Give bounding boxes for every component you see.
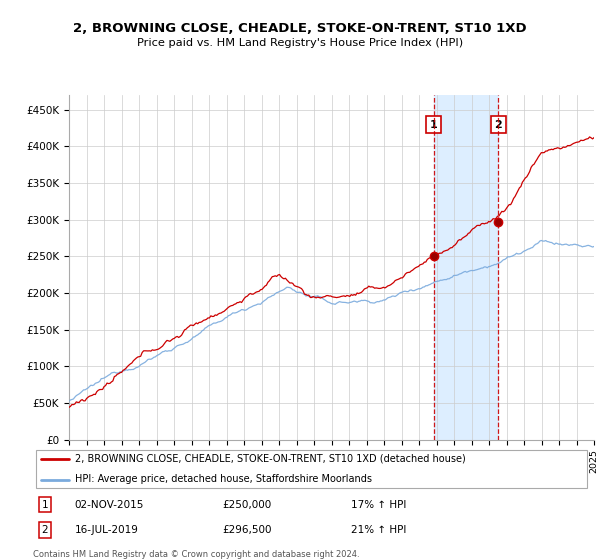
Text: 2, BROWNING CLOSE, CHEADLE, STOKE-ON-TRENT, ST10 1XD (detached house): 2, BROWNING CLOSE, CHEADLE, STOKE-ON-TRE… [75, 454, 466, 464]
Text: 16-JUL-2019: 16-JUL-2019 [75, 525, 139, 535]
Text: HPI: Average price, detached house, Staffordshire Moorlands: HPI: Average price, detached house, Staf… [75, 474, 372, 484]
Text: 02-NOV-2015: 02-NOV-2015 [75, 500, 144, 510]
Text: 17% ↑ HPI: 17% ↑ HPI [351, 500, 406, 510]
Text: £250,000: £250,000 [223, 500, 272, 510]
Text: Contains HM Land Registry data © Crown copyright and database right 2024.
This d: Contains HM Land Registry data © Crown c… [33, 550, 359, 560]
FancyBboxPatch shape [36, 450, 587, 488]
Text: 1: 1 [41, 500, 48, 510]
Text: 2: 2 [41, 525, 48, 535]
Text: £296,500: £296,500 [223, 525, 272, 535]
Text: 2: 2 [494, 119, 502, 129]
Text: Price paid vs. HM Land Registry's House Price Index (HPI): Price paid vs. HM Land Registry's House … [137, 38, 463, 48]
Text: 1: 1 [430, 119, 437, 129]
Text: 21% ↑ HPI: 21% ↑ HPI [351, 525, 406, 535]
Bar [434, 95, 499, 440]
Text: 2, BROWNING CLOSE, CHEADLE, STOKE-ON-TRENT, ST10 1XD: 2, BROWNING CLOSE, CHEADLE, STOKE-ON-TRE… [73, 22, 527, 35]
